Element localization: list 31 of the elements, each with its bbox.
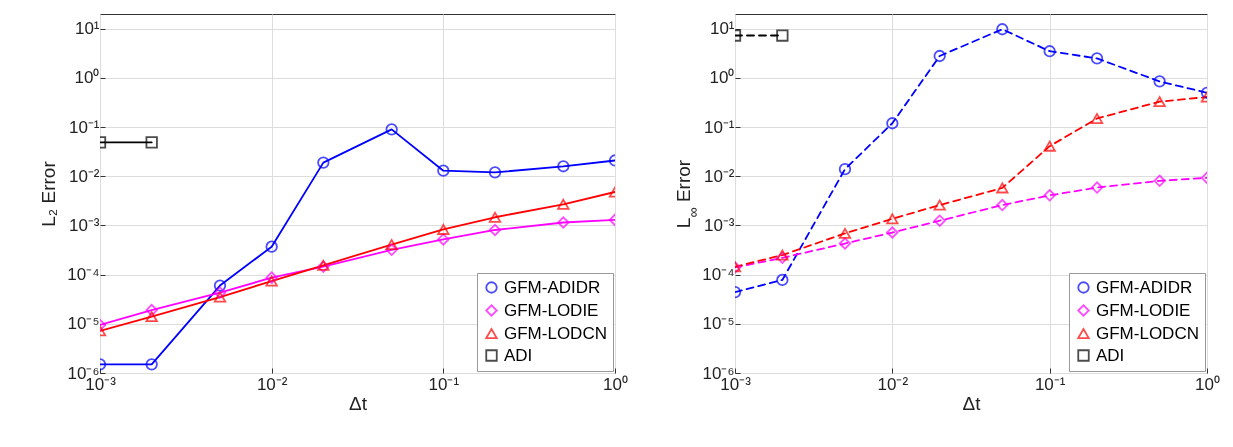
y-tick-label: 10⁻⁴ (67, 265, 100, 285)
x-tick-label: 10⁻¹ (1034, 374, 1066, 394)
x-tick-label: 10⁰ (603, 374, 628, 394)
y-tick-label: 10⁻⁵ (67, 314, 100, 334)
y-tick-label: 10⁻⁴ (702, 265, 735, 285)
x-tick-label: 10⁻² (877, 374, 909, 394)
y-tick-label: 10⁻³ (703, 215, 735, 235)
y-tick-label: 10⁰ (709, 68, 735, 88)
x-tick-label: 10⁰ (1195, 374, 1220, 394)
y-tick-label: 10⁻¹ (703, 117, 735, 137)
y-tick-label: 10⁻³ (68, 215, 100, 235)
y-axis-title: L₂ Error (38, 160, 60, 227)
x-axis-title: Δt (349, 392, 368, 414)
x-tick-label: 10⁻² (256, 374, 288, 394)
legend-label: GFM-LODCN (504, 323, 607, 343)
legend-label: GFM-ADIDR (1096, 277, 1193, 297)
legend-label: GFM-ADIDR (504, 277, 601, 297)
x-tick-label: 10⁻¹ (428, 374, 460, 394)
y-tick-label: 10¹ (709, 19, 735, 39)
legend-label: GFM-LODIE (504, 300, 599, 320)
y-tick-label: 10¹ (74, 19, 100, 39)
y-tick-label: 10⁰ (74, 68, 100, 88)
legend-label: ADI (1096, 345, 1125, 365)
y-tick-label: 10⁻² (703, 166, 735, 186)
x-axis-title: Δt (962, 392, 982, 414)
y-tick-label: 10⁻⁵ (702, 314, 735, 334)
legend-label: GFM-LODCN (1096, 323, 1199, 343)
y-tick-label: 10⁻² (68, 166, 100, 186)
y-tick-label: 10⁻¹ (68, 117, 100, 137)
legend-label: GFM-LODIE (1096, 300, 1191, 320)
legend-label: ADI (504, 345, 533, 365)
